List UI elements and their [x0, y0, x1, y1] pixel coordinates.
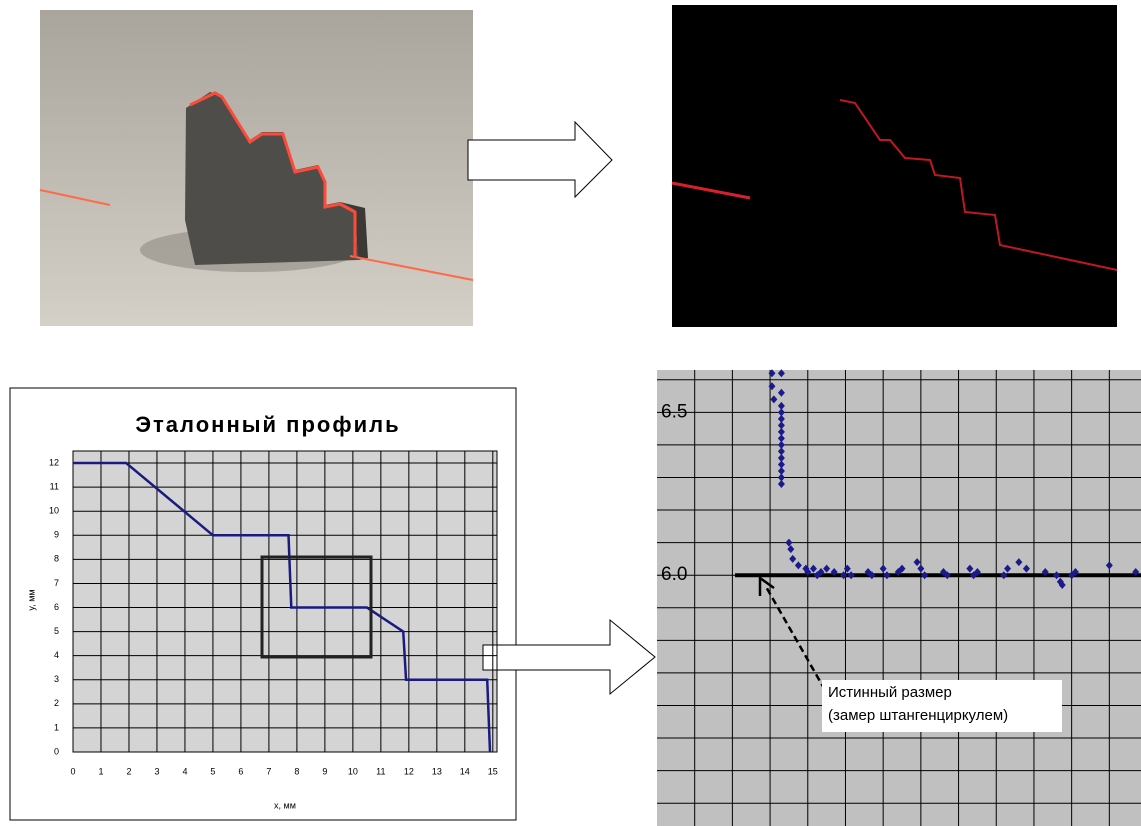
page: {"chart_data": [ {"type": "line", "title… — [0, 0, 1141, 826]
x-tick-label: 14 — [460, 766, 470, 776]
y-tick-label: 3 — [54, 674, 59, 684]
x-tick-label: 6 — [238, 766, 243, 776]
x-tick-label: 11 — [376, 766, 385, 776]
x-tick-label: 10 — [348, 766, 358, 776]
photo-object — [40, 10, 473, 326]
x-tick-label: 9 — [322, 766, 327, 776]
x-tick-label: 5 — [210, 766, 215, 776]
y-tick-label: 6.5 — [661, 401, 687, 422]
arrow — [468, 122, 612, 197]
x-tick-label: 8 — [294, 766, 299, 776]
y-tick-label: 7 — [54, 578, 59, 588]
y-tick-label: 11 — [50, 481, 59, 491]
plot-area — [657, 370, 1141, 826]
x-tick-label: 12 — [404, 766, 414, 776]
x-tick-label: 4 — [182, 766, 187, 776]
annotation: Истинный размер — [828, 684, 952, 701]
y-tick-label: 4 — [54, 650, 59, 660]
y-tick-label: 1 — [54, 722, 59, 732]
annotation: (замер штангенциркулем) — [828, 707, 1008, 724]
plot-area — [73, 451, 497, 752]
x-tick-label: 1 — [98, 766, 103, 776]
y-tick-label: 6 — [54, 602, 59, 612]
y-tick-label: 10 — [49, 506, 59, 516]
x-tick-label: 3 — [154, 766, 159, 776]
chart-title: Эталонный профиль — [135, 412, 400, 437]
y-axis-label: y, мм — [26, 589, 36, 610]
x-tick-label: 7 — [266, 766, 271, 776]
x-tick-label: 13 — [432, 766, 442, 776]
x-tick-label: 0 — [70, 766, 75, 776]
x-axis-label: x, мм — [274, 800, 296, 810]
y-tick-label: 9 — [54, 530, 59, 540]
y-tick-label: 0 — [54, 746, 59, 756]
y-tick-label: 12 — [49, 457, 59, 467]
x-tick-label: 15 — [488, 766, 498, 776]
x-tick-label: 2 — [126, 766, 131, 776]
y-tick-label: 2 — [54, 698, 59, 708]
figure: Эталонный профиль x, мм y, мм 0123456789… — [0, 0, 1141, 826]
photo-laser — [672, 5, 1117, 327]
y-tick-label: 8 — [54, 554, 59, 564]
y-tick-label: 5 — [54, 626, 59, 636]
y-tick-label: 6.0 — [661, 564, 687, 585]
